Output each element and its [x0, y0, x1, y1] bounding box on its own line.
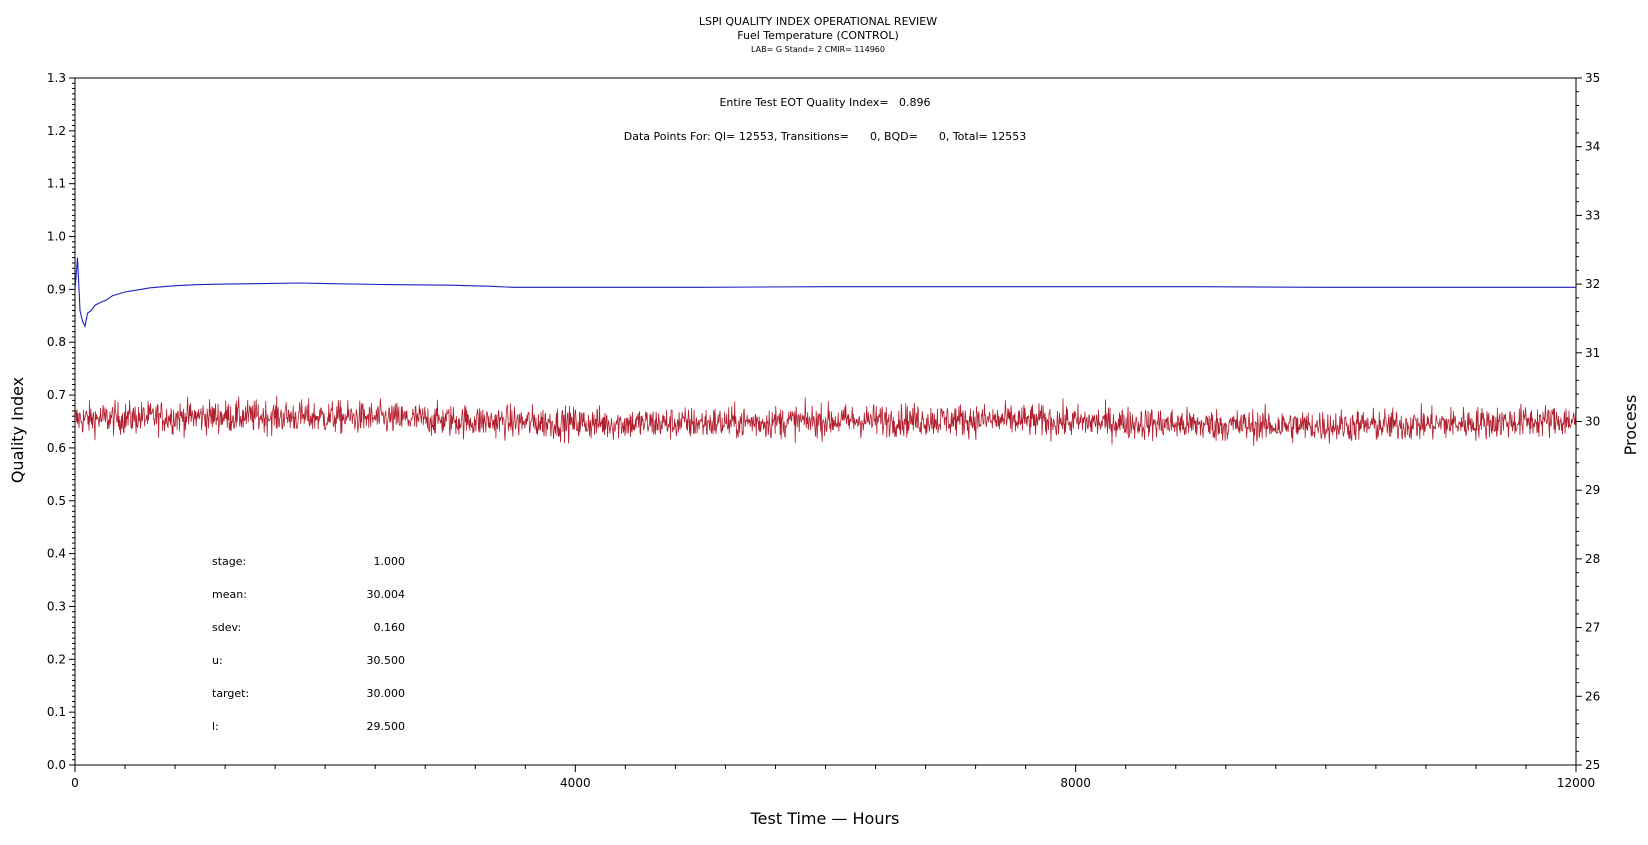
y2-tick-label: 33: [1585, 208, 1600, 222]
y-tick-label: 0.7: [47, 388, 66, 402]
y2-tick-label: 32: [1585, 277, 1600, 291]
stat-label: stage:: [212, 555, 246, 568]
stat-label: sdev:: [212, 621, 241, 634]
stat-value: 30.000: [367, 687, 406, 700]
process-series-line: [74, 395, 1577, 447]
chart-subtitle: Fuel Temperature (CONTROL): [737, 29, 899, 42]
y-axis-label: Quality Index: [8, 377, 27, 483]
y-tick-label: 1.3: [47, 71, 66, 85]
x-tick-label: 4000: [560, 776, 591, 790]
y2-tick-label: 31: [1585, 346, 1600, 360]
x-tick-label: 12000: [1557, 776, 1595, 790]
y-tick-label: 0.1: [47, 705, 66, 719]
y-tick-label: 0.5: [47, 494, 66, 508]
x-tick-label: 0: [71, 776, 79, 790]
stats-table: stage: 1.000 mean: 30.004 sdev: 0.160 u: 30.500…: [212, 555, 405, 733]
y2-tick-label: 26: [1585, 689, 1600, 703]
y-tick-label: 0.3: [47, 599, 66, 613]
stat-label: l:: [212, 720, 219, 733]
y-tick-label: 1.0: [47, 230, 66, 244]
y-tick-label: 0.8: [47, 335, 66, 349]
x-tick-label: 8000: [1060, 776, 1091, 790]
stat-value: 30.004: [367, 588, 406, 601]
axes: 0.0 0.1 0.2 0.3 0.4 0.5 0.6 0.7 0.8 0.9 1.0 1.1 1.2 1…: [47, 71, 1600, 790]
x-axis-label: Test Time — Hours: [750, 809, 900, 828]
stat-value: 1.000: [374, 555, 406, 568]
annotation-data-points: Data Points For: QI= 12553, Transitions=…: [624, 130, 1026, 143]
y-tick-label: 0.4: [47, 547, 66, 561]
series-layer: [74, 257, 1577, 447]
stat-label: mean:: [212, 588, 247, 601]
y2-tick-label: 35: [1585, 71, 1600, 85]
y-tick-label: 1.2: [47, 124, 66, 138]
y2-tick-label: 28: [1585, 552, 1600, 566]
y-tick-label: 0.2: [47, 652, 66, 666]
y2-tick-label: 25: [1585, 758, 1600, 772]
stat-label: target:: [212, 687, 249, 700]
y-tick-label: 0.6: [47, 441, 66, 455]
y-tick-label: 0.0: [47, 758, 66, 772]
chart-subtitle-2: LAB= G Stand= 2 CMIR= 114960: [751, 45, 885, 54]
stat-label: u:: [212, 654, 223, 667]
quality-index-series-line: [74, 257, 1576, 329]
stat-value: 29.500: [367, 720, 406, 733]
y2-axis-label: Process: [1621, 395, 1640, 456]
annotation-eot-quality-index: Entire Test EOT Quality Index= 0.896: [719, 96, 930, 109]
y2-tick-label: 27: [1585, 621, 1600, 635]
stat-value: 30.500: [367, 654, 406, 667]
y2-tick-label: 34: [1585, 140, 1600, 154]
y2-tick-label: 29: [1585, 483, 1600, 497]
stat-value: 0.160: [374, 621, 406, 634]
y-tick-label: 0.9: [47, 282, 66, 296]
y-tick-label: 1.1: [47, 177, 66, 191]
chart-title: LSPI QUALITY INDEX OPERATIONAL REVIEW: [699, 15, 937, 28]
y2-tick-label: 30: [1585, 415, 1600, 429]
